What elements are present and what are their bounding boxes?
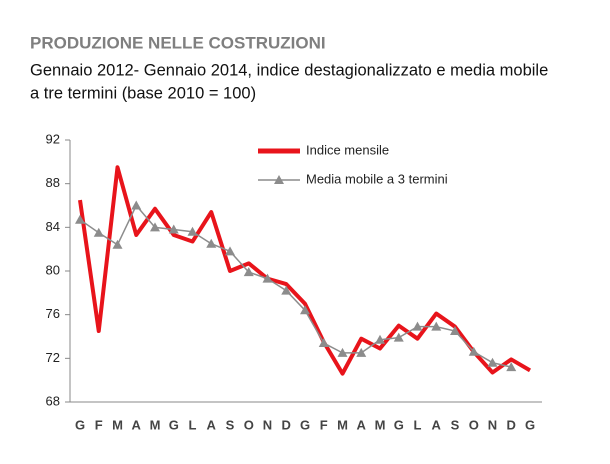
data-point bbox=[206, 238, 217, 248]
y-tick-label: 80 bbox=[46, 262, 60, 277]
x-tick-label: A bbox=[357, 417, 367, 432]
data-point bbox=[93, 227, 104, 237]
x-tick-label: G bbox=[394, 417, 404, 432]
x-tick-label: M bbox=[375, 417, 386, 432]
chart-subtitle: a tre termini (base 2010 = 100) bbox=[30, 84, 256, 102]
series-line bbox=[78, 165, 532, 376]
data-point bbox=[281, 285, 292, 295]
data-point bbox=[300, 305, 310, 315]
series-line bbox=[79, 204, 512, 368]
x-tick-label: L bbox=[414, 417, 422, 432]
x-tick-label: L bbox=[189, 417, 197, 432]
x-tick-label: M bbox=[337, 417, 348, 432]
x-tick-label: D bbox=[282, 417, 291, 432]
x-tick-label: N bbox=[488, 417, 497, 432]
x-tick-label: O bbox=[469, 417, 479, 432]
x-tick-label: G bbox=[169, 417, 179, 432]
data-point bbox=[487, 357, 498, 367]
data-point bbox=[262, 273, 273, 283]
data-point bbox=[468, 346, 479, 356]
x-tick-label: A bbox=[132, 417, 142, 432]
data-point bbox=[150, 222, 160, 232]
x-tick-label: S bbox=[226, 417, 235, 432]
data-point bbox=[356, 347, 367, 357]
x-tick-label: A bbox=[207, 417, 217, 432]
data-point bbox=[375, 334, 385, 344]
data-point bbox=[168, 224, 179, 234]
y-tick-label: 68 bbox=[46, 393, 60, 408]
x-tick-label: G bbox=[75, 417, 85, 432]
x-tick-label: S bbox=[451, 417, 460, 432]
data-point bbox=[431, 321, 442, 331]
y-tick-label: 84 bbox=[46, 219, 60, 234]
x-tick-label: N bbox=[263, 417, 272, 432]
data-point bbox=[243, 267, 254, 277]
data-point bbox=[337, 347, 348, 357]
data-point bbox=[131, 200, 142, 210]
legend-marker bbox=[274, 175, 284, 184]
x-tick-label: F bbox=[320, 417, 328, 432]
y-tick-label: 72 bbox=[46, 350, 60, 365]
x-tick-label: A bbox=[432, 417, 442, 432]
x-tick-label: O bbox=[244, 417, 254, 432]
x-tick-label: D bbox=[507, 417, 516, 432]
data-point bbox=[393, 332, 404, 342]
x-tick-label: G bbox=[300, 417, 310, 432]
legend-label: Indice mensile bbox=[306, 142, 389, 157]
data-point bbox=[112, 239, 123, 249]
chart-subtitle: Gennaio 2012- Gennaio 2014, indice desta… bbox=[30, 61, 548, 79]
y-tick-label: 88 bbox=[46, 175, 60, 190]
x-tick-label: M bbox=[112, 417, 123, 432]
y-tick-label: 76 bbox=[46, 306, 60, 321]
data-point bbox=[318, 338, 329, 348]
data-point bbox=[187, 226, 198, 236]
data-point bbox=[450, 326, 460, 336]
x-tick-label: G bbox=[525, 417, 535, 432]
legend-label: Media mobile a 3 termini bbox=[306, 171, 448, 186]
data-point bbox=[225, 246, 235, 256]
data-point bbox=[412, 321, 423, 331]
x-tick-label: M bbox=[150, 417, 161, 432]
data-point bbox=[75, 214, 85, 224]
x-tick-label: F bbox=[95, 417, 103, 432]
chart-title: PRODUZIONE NELLE COSTRUZIONI bbox=[30, 33, 326, 52]
data-point bbox=[506, 362, 517, 372]
y-tick-label: 92 bbox=[46, 131, 60, 146]
